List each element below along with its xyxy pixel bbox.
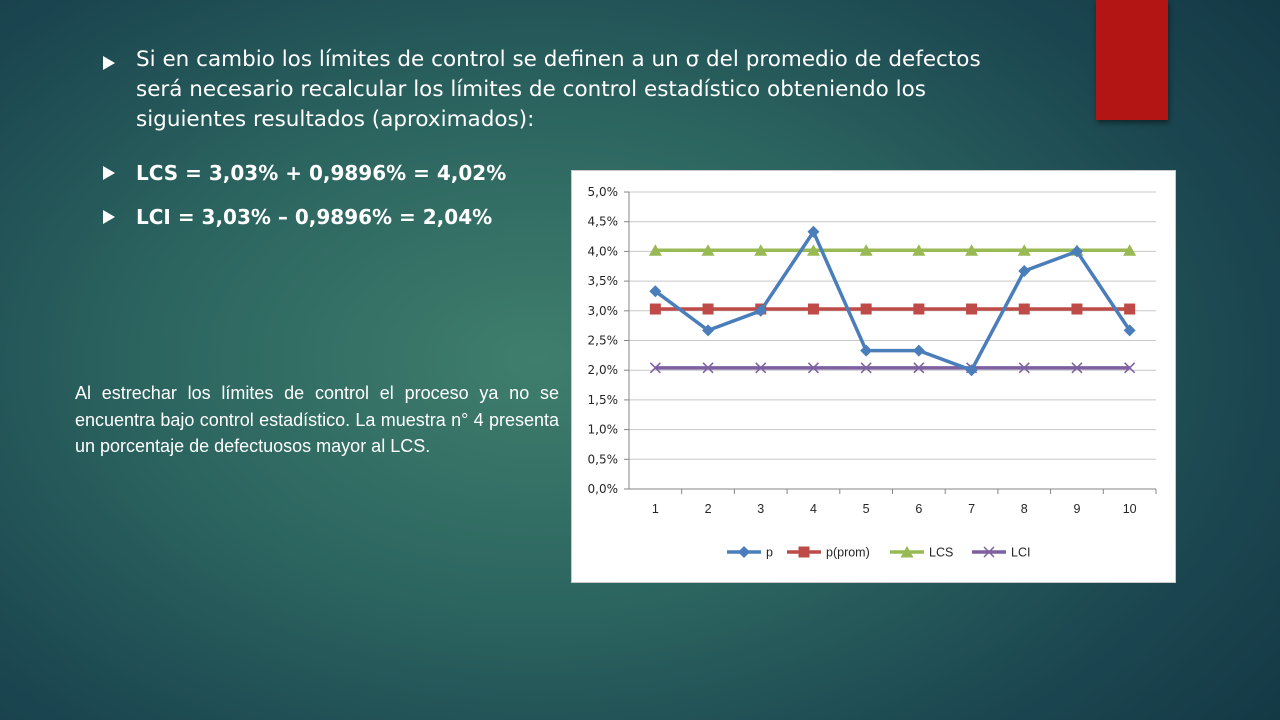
data-point bbox=[807, 225, 820, 238]
y-tick-label: 0,5% bbox=[588, 452, 619, 466]
data-point bbox=[913, 362, 925, 374]
x-tick-label: 3 bbox=[757, 502, 764, 516]
data-point bbox=[702, 362, 714, 374]
legend-marker bbox=[738, 546, 750, 558]
data-point bbox=[912, 344, 925, 357]
x-tick-label: 2 bbox=[705, 502, 712, 516]
y-tick-label: 5,0% bbox=[588, 185, 619, 199]
x-tick-label: 7 bbox=[968, 502, 975, 516]
y-tick-label: 3,5% bbox=[588, 274, 619, 288]
data-point bbox=[702, 303, 714, 315]
chart-axes bbox=[628, 192, 1157, 494]
chart-legend: p p(prom) LCS LCI bbox=[727, 546, 1030, 560]
control-chart: 0,0% 0,5% 1,0% 1,5% 2,0% 2,5% 3,0% 3,5% 4,0% 4,5%… bbox=[571, 170, 1176, 583]
series-line bbox=[654, 230, 1132, 372]
data-point bbox=[860, 303, 872, 315]
data-point bbox=[1070, 245, 1083, 258]
y-tick-label: 4,0% bbox=[588, 244, 619, 258]
y-axis-tick-labels: 0,0% 0,5% 1,0% 1,5% 2,0% 2,5% 3,0% 3,5% 4,0% 4,5%… bbox=[588, 185, 619, 496]
data-point bbox=[701, 244, 715, 256]
y-tick-label: 4,5% bbox=[588, 215, 619, 229]
data-point bbox=[702, 324, 715, 337]
data-point bbox=[1018, 265, 1031, 278]
y-tick-label: 1,5% bbox=[588, 393, 619, 407]
data-point bbox=[754, 244, 768, 256]
data-point bbox=[1124, 303, 1136, 315]
x-tick-label: 8 bbox=[1021, 502, 1028, 516]
series-p bbox=[649, 225, 1136, 377]
legend-marker bbox=[900, 546, 914, 558]
legend-item: LCS bbox=[890, 546, 953, 560]
y-tick-label: 2,5% bbox=[588, 334, 619, 348]
series-p(prom) bbox=[649, 303, 1136, 315]
legend-label: p bbox=[766, 546, 773, 560]
series-LCS bbox=[648, 244, 1137, 256]
lcs-equation: LCS = 3,03% + 0,9896% = 4,02% bbox=[136, 161, 507, 185]
lci-equation: LCI = 3,03% – 0,9896% = 2,04% bbox=[136, 205, 493, 229]
legend-item: p(prom) bbox=[787, 546, 870, 560]
legend-item: p bbox=[727, 546, 773, 560]
data-point bbox=[1018, 362, 1030, 374]
legend-label: LCI bbox=[1011, 546, 1030, 560]
data-point bbox=[649, 362, 661, 374]
data-point bbox=[1017, 244, 1031, 256]
data-point bbox=[1124, 362, 1136, 374]
x-axis-tick-labels: 1 2 3 4 5 6 7 8 9 10 bbox=[652, 502, 1137, 516]
legend-label: LCS bbox=[929, 546, 953, 560]
data-point bbox=[648, 244, 662, 256]
chart-gridlines bbox=[624, 191, 1156, 490]
data-point bbox=[754, 304, 767, 317]
data-point bbox=[860, 362, 872, 374]
chart-series bbox=[648, 225, 1137, 377]
chart-svg: 0,0% 0,5% 1,0% 1,5% 2,0% 2,5% 3,0% 3,5% 4,0% 4,5%… bbox=[588, 185, 1157, 560]
data-point bbox=[965, 244, 979, 256]
data-point bbox=[649, 303, 661, 315]
x-tick-label: 10 bbox=[1123, 502, 1137, 516]
bullet-paragraph: Si en cambio los límites de control se d… bbox=[136, 47, 981, 132]
x-tick-label: 4 bbox=[810, 502, 817, 516]
data-point bbox=[806, 244, 820, 256]
legend-marker bbox=[983, 546, 995, 558]
conclusion-text: Al estrechar los límites de control el p… bbox=[75, 383, 559, 456]
y-tick-label: 1,0% bbox=[588, 423, 619, 437]
data-point bbox=[860, 344, 873, 357]
data-point bbox=[807, 303, 819, 315]
x-tick-label: 5 bbox=[863, 502, 870, 516]
legend-label: p(prom) bbox=[826, 546, 870, 560]
data-point bbox=[755, 362, 767, 374]
y-tick-label: 2,0% bbox=[588, 363, 619, 377]
x-tick-label: 6 bbox=[915, 502, 922, 516]
data-point bbox=[859, 244, 873, 256]
data-point bbox=[649, 285, 662, 298]
data-point bbox=[1018, 303, 1030, 315]
y-tick-label: 0,0% bbox=[588, 482, 619, 496]
legend-item: LCI bbox=[972, 546, 1030, 560]
data-point bbox=[1071, 362, 1083, 374]
data-point bbox=[1071, 303, 1083, 315]
legend-marker bbox=[798, 546, 810, 558]
data-point bbox=[807, 362, 819, 374]
data-point bbox=[966, 303, 978, 315]
data-point bbox=[912, 244, 926, 256]
x-tick-label: 9 bbox=[1073, 502, 1080, 516]
data-point bbox=[913, 303, 925, 315]
x-tick-label: 1 bbox=[652, 502, 659, 516]
red-accent-block bbox=[1096, 0, 1168, 120]
bullet-arrow-icon bbox=[103, 56, 115, 70]
data-point bbox=[1123, 324, 1136, 337]
series-LCI bbox=[649, 362, 1136, 374]
bullet-arrow-icon bbox=[103, 210, 115, 224]
bullet-arrow-icon bbox=[103, 166, 115, 180]
data-point bbox=[1123, 244, 1137, 256]
data-point bbox=[965, 364, 978, 377]
y-tick-label: 3,0% bbox=[588, 304, 619, 318]
